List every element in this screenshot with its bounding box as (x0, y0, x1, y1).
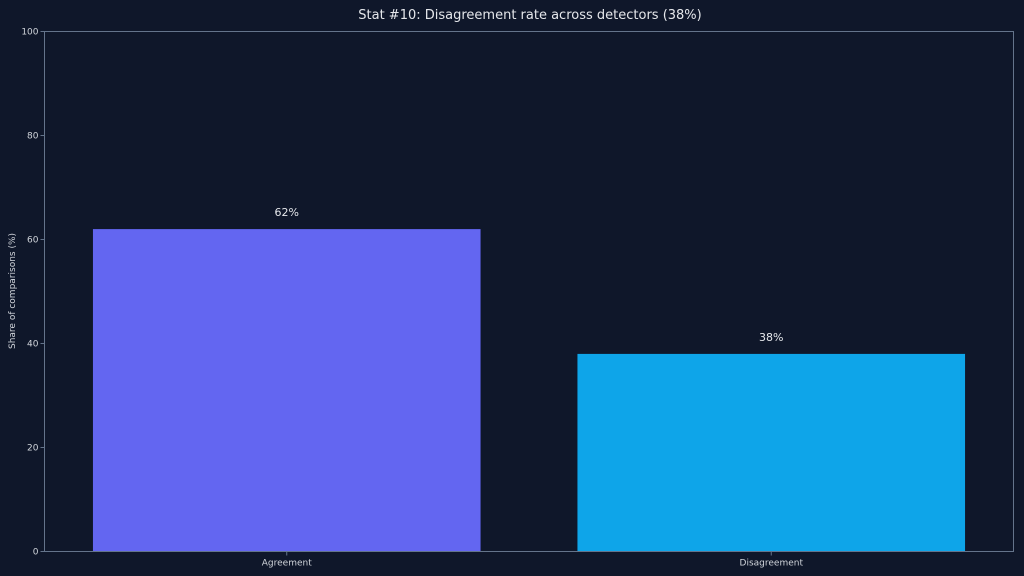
y-axis-label: Share of comparisons (%) (8, 233, 18, 349)
y-tick-label: 20 (27, 444, 39, 454)
y-tick-label: 80 (27, 132, 39, 142)
data-label-agreement: 62% (275, 206, 299, 219)
bar-disagreement (577, 353, 966, 552)
y-tick-label: 100 (21, 28, 38, 38)
plot-frame (44, 31, 1014, 552)
y-tick-label: 40 (27, 340, 39, 350)
y-tick-label: 60 (27, 236, 39, 246)
x-tick-label-disagreement: Disagreement (740, 559, 804, 569)
chart-title: Stat #10: Disagreement rate across detec… (358, 8, 701, 23)
bar-agreement (92, 229, 481, 552)
x-tick-label-agreement: Agreement (262, 559, 312, 569)
data-label-disagreement: 38% (759, 331, 783, 344)
plot-area: 62% Agreement 38% Disagreement 0 20 40 60 80 100 (21, 28, 1014, 569)
y-tick-label: 0 (33, 548, 39, 558)
